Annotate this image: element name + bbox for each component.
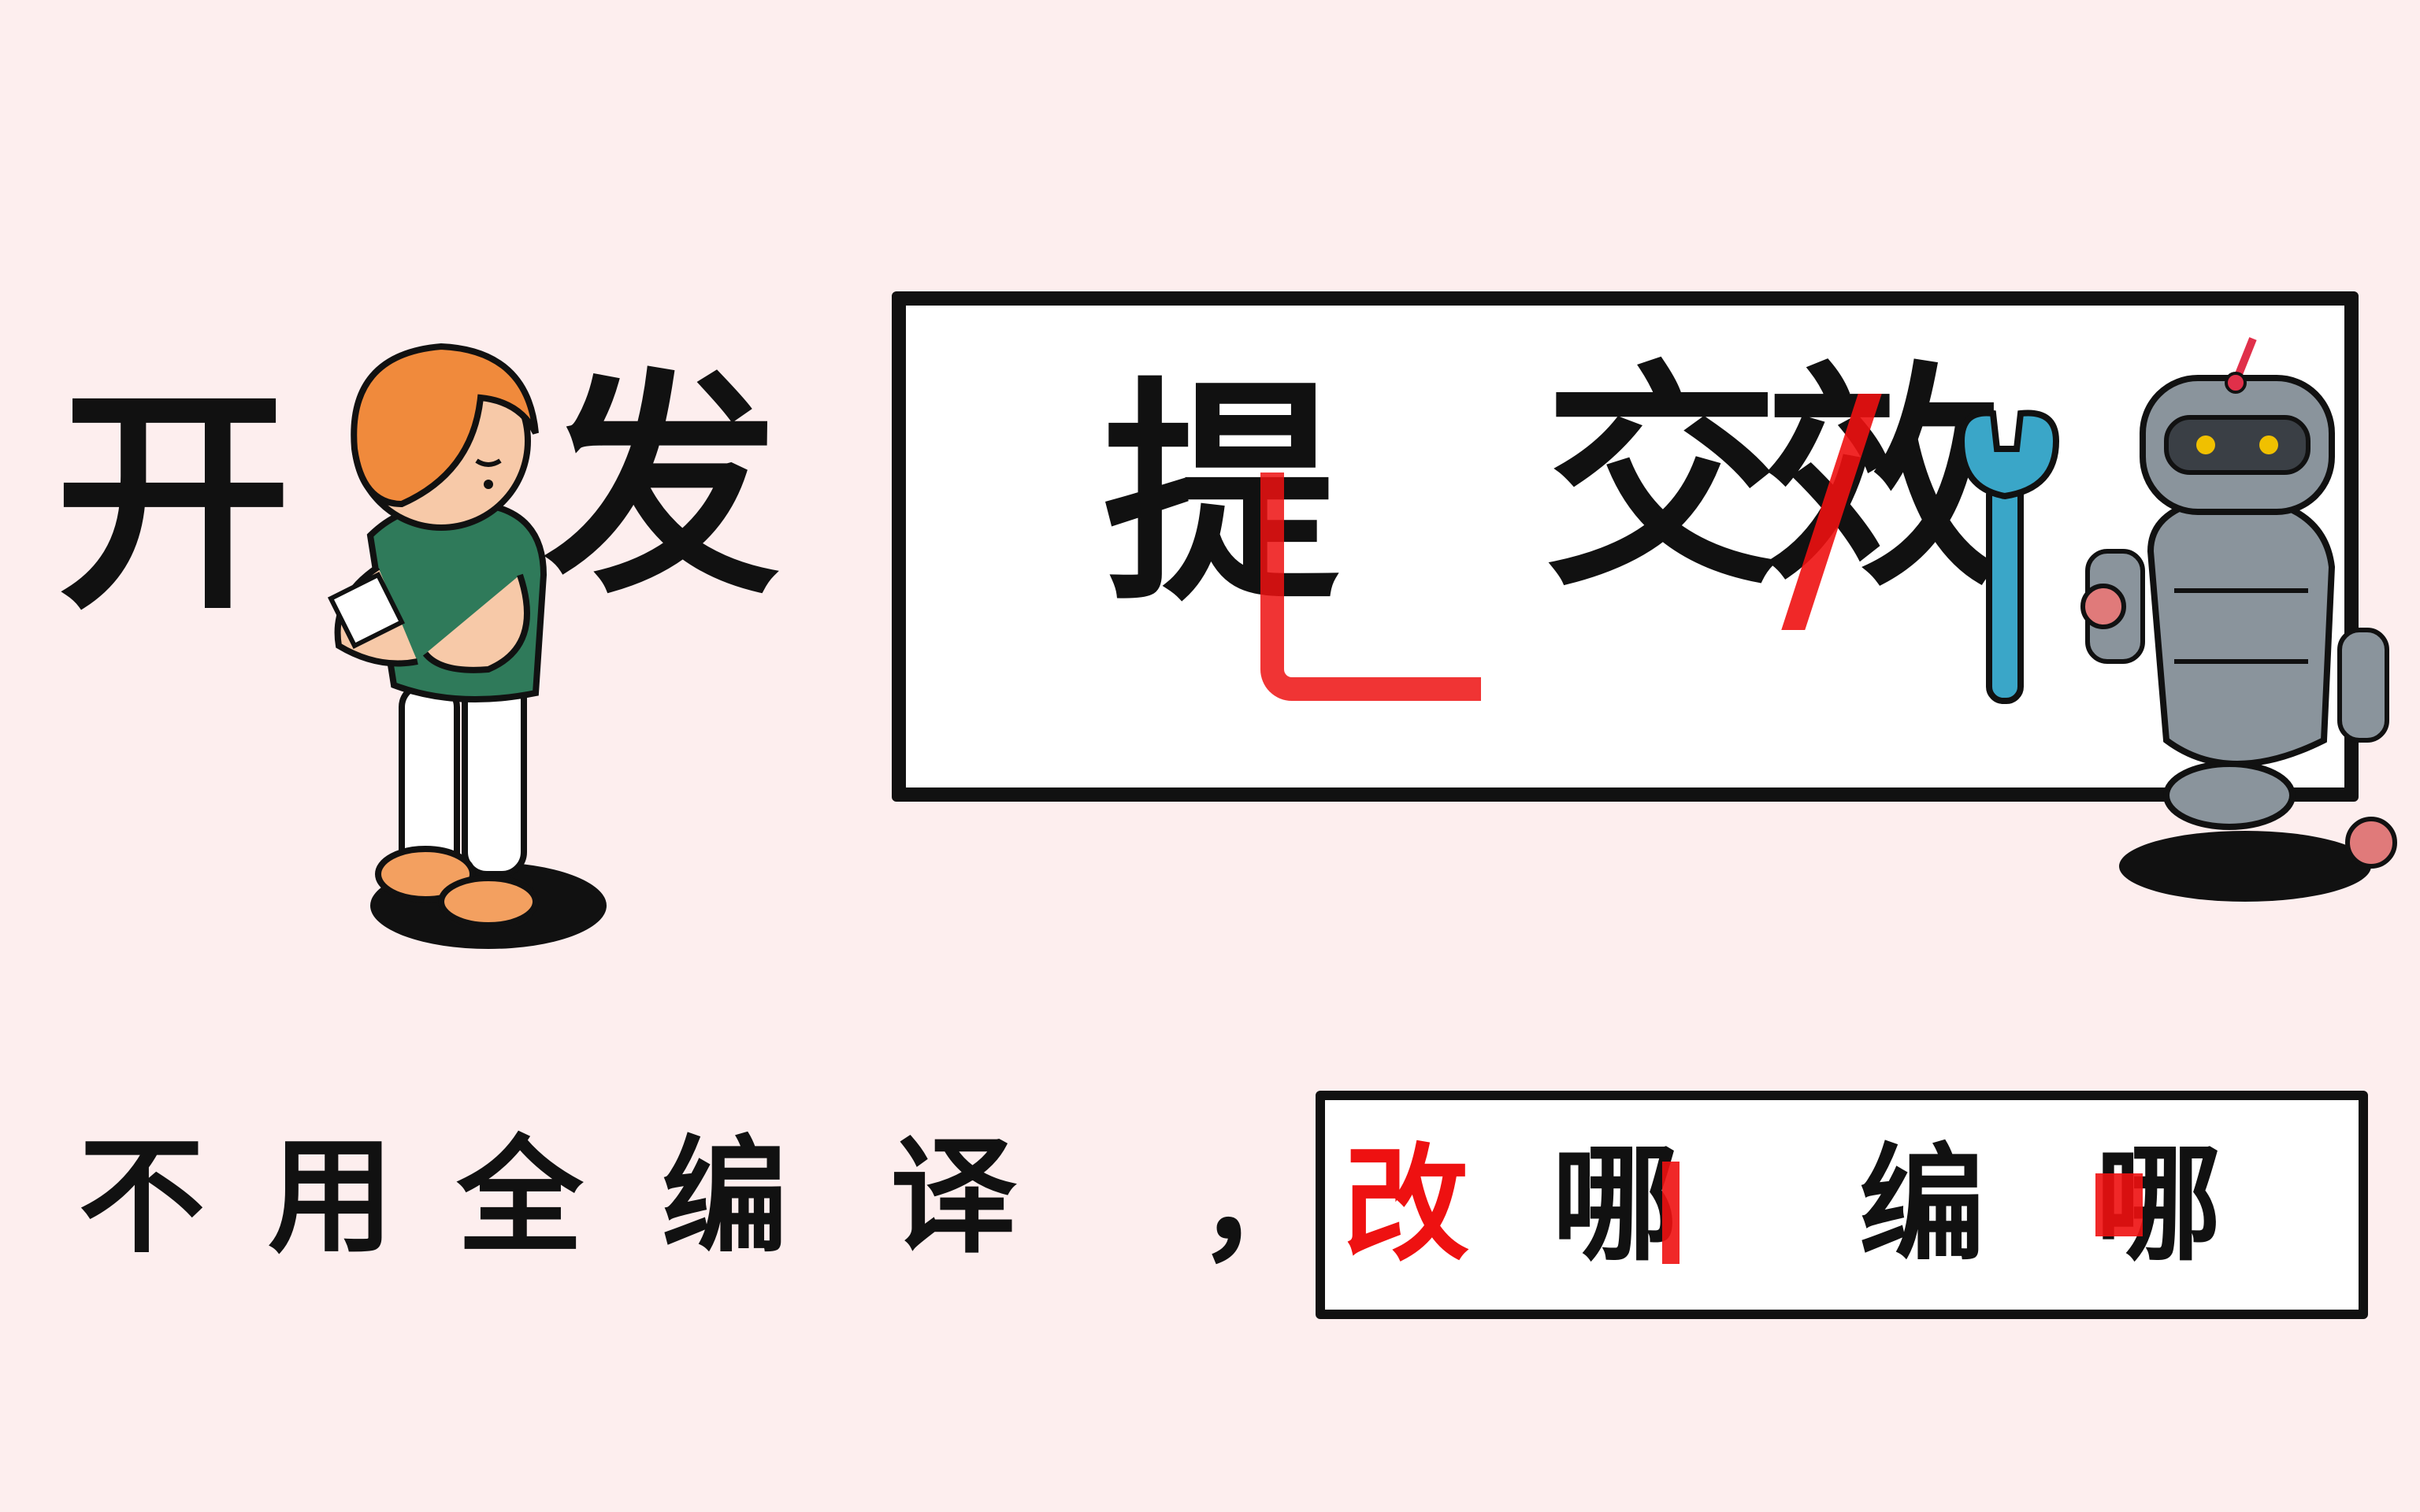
red-accent-ti xyxy=(1260,472,1481,701)
box-char-jiao: 交 xyxy=(1544,343,1780,617)
subtitle-box-char-bian: 编 xyxy=(1859,1131,1986,1278)
red-accent-na-1 xyxy=(1662,1162,1727,1264)
subtitle-char-5: 译 xyxy=(890,1123,1017,1270)
box-char-xiao: 效 xyxy=(1765,343,2001,617)
red-accent-na-2 xyxy=(2095,1173,2143,1236)
wrench-icon xyxy=(1958,410,2060,704)
subtitle-char-2: 用 xyxy=(268,1123,395,1270)
subtitle-box-char-na-1: 哪 xyxy=(1552,1131,1679,1278)
title-char-fa: 发 xyxy=(544,350,780,625)
subtitle-comma: ， xyxy=(1197,1131,1324,1278)
subtitle-char-3: 全 xyxy=(457,1123,584,1270)
subtitle-char-1: 不 xyxy=(79,1123,206,1270)
robot-character-illustration xyxy=(2080,337,2397,902)
title-char-kai: 开 xyxy=(55,366,291,641)
box-char-ti: 提 xyxy=(1103,358,1339,633)
subtitle-char-4: 编 xyxy=(662,1123,789,1270)
subtitle-box xyxy=(1316,1091,2368,1319)
girl-character-illustration xyxy=(327,343,607,949)
subtitle-box-char-gai: 改 xyxy=(1343,1131,1470,1278)
